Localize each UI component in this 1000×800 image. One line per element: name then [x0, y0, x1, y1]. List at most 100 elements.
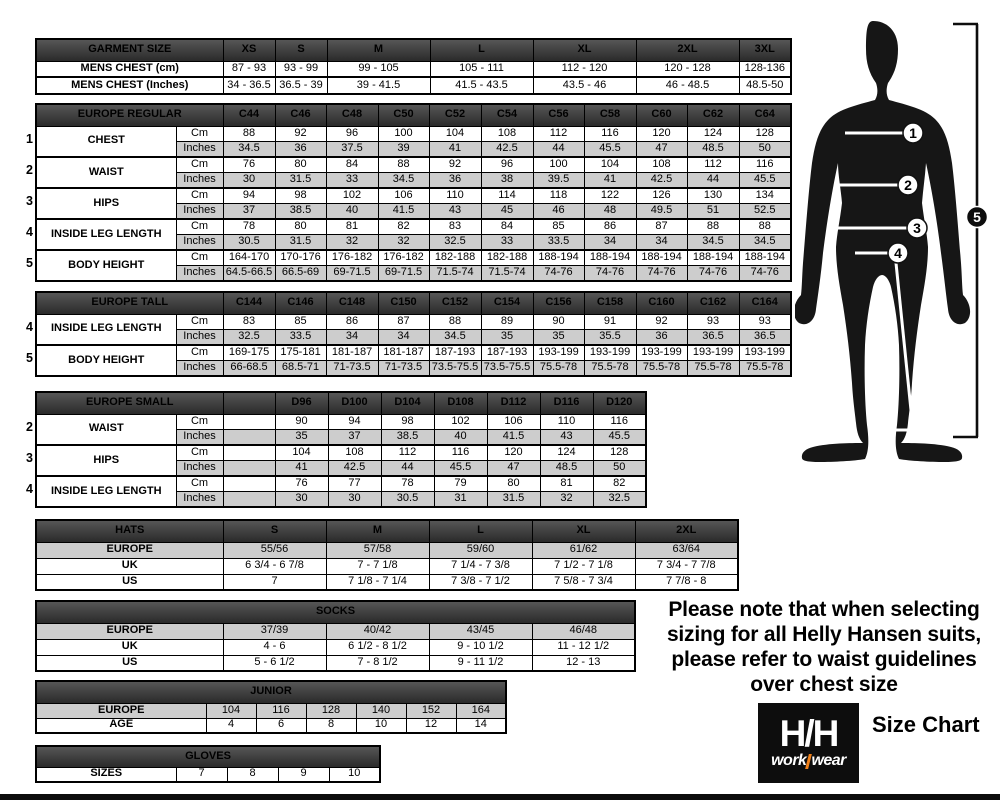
header-cell: 3XL [738, 38, 792, 62]
header-cell: D100 [327, 391, 382, 415]
row-number: 1 [26, 132, 33, 146]
header-cell: C158 [583, 291, 637, 315]
cell: 55/56 [222, 541, 327, 559]
cell: 79 [433, 475, 488, 492]
header-cell: D120 [592, 391, 647, 415]
cell [222, 460, 276, 477]
cell: 80 [486, 475, 541, 492]
measure-point-2: 2 [897, 174, 919, 196]
header-cell: EUROPE SMALL [35, 391, 224, 415]
header-cell: 2XL [634, 519, 739, 543]
header-cell: S [274, 38, 328, 62]
garment-size-table: GARMENT SIZE XS S M L XL 2XL 3XL MENS CHEST (cm)… [35, 38, 792, 95]
header-cell: HATS [35, 519, 224, 543]
row-number: 5 [26, 256, 33, 270]
cell: 134 [738, 187, 792, 204]
cell: 40 [433, 429, 488, 446]
cell: 90 [274, 413, 329, 430]
cell: 74-76 [635, 265, 688, 282]
cell: 182-188 [428, 249, 482, 266]
cell: 4 - 6 [222, 638, 327, 656]
header-cell: C152 [428, 291, 482, 315]
cell: 9 - 10 1/2 [428, 638, 533, 656]
cell: 93 [686, 313, 740, 330]
cell: 122 [583, 187, 637, 204]
cell: 105 - 111 [429, 60, 534, 78]
cell: 84 [480, 218, 534, 235]
cell: 77 [327, 475, 382, 492]
cell: 78 [380, 475, 435, 492]
europe-tall-table: EUROPE TALL C144 C146 C148 C150 C152 C154 C156 C… [26, 291, 793, 377]
cell: 35.5 [583, 329, 637, 346]
cell: 36 [635, 329, 688, 346]
cell: 38 [480, 172, 534, 189]
cell: 124 [686, 125, 740, 142]
cell: 32.5 [592, 491, 647, 508]
row-label: MENS CHEST (cm) [35, 60, 224, 78]
header-cell: C148 [325, 291, 379, 315]
cell: 88 [428, 313, 482, 330]
cell: 47 [635, 141, 688, 158]
row-label: SIZES [35, 766, 177, 783]
cell: 86 [325, 313, 379, 330]
measure-point-5: 5 [965, 205, 989, 229]
row-label: AGE [35, 717, 207, 734]
header-cell: C48 [325, 103, 379, 127]
row-label: BODY HEIGHT [35, 344, 177, 377]
cell: 104 [583, 156, 637, 173]
cell: 187-193 [480, 344, 534, 361]
cell: 85 [532, 218, 585, 235]
cell: 59/60 [428, 541, 533, 559]
hh-workwear-logo: H/H work wear [758, 703, 859, 783]
header-cell: EUROPE REGULAR [35, 103, 224, 127]
cell: 41.5 - 43.5 [429, 76, 534, 95]
cell: 31.5 [274, 234, 327, 251]
cell: 116 [255, 702, 307, 719]
cell: 74-76 [583, 265, 637, 282]
header-cell: XL [531, 519, 636, 543]
cell: Cm [175, 444, 224, 461]
cell: 128 [592, 444, 647, 461]
cell: 32.5 [428, 234, 482, 251]
cell: 88 [686, 218, 740, 235]
cell: 175-181 [274, 344, 327, 361]
cell: 188-194 [686, 249, 740, 266]
row-label: EUROPE [35, 622, 224, 640]
cell: 44 [532, 141, 585, 158]
cell: 30.5 [222, 234, 276, 251]
cell: 7 - 7 1/8 [325, 557, 430, 575]
bottom-edge-bar [0, 794, 1000, 800]
cell: 116 [583, 125, 637, 142]
header-cell: D104 [380, 391, 435, 415]
svg-text:5: 5 [973, 209, 981, 225]
row-label: UK [35, 557, 224, 575]
cell: 32.5 [222, 329, 276, 346]
cell: 112 [532, 125, 585, 142]
row-number: 4 [26, 482, 33, 496]
cell: 106 [377, 187, 430, 204]
cell: Inches [175, 234, 224, 251]
cell: 33.5 [274, 329, 327, 346]
cell: Cm [175, 475, 224, 492]
row-label: US [35, 573, 224, 591]
cell: 40/42 [325, 622, 430, 640]
cell: 81 [539, 475, 594, 492]
cell: 7 3/4 - 7 7/8 [634, 557, 739, 575]
cell: 108 [327, 444, 382, 461]
body-silhouette [795, 21, 970, 462]
cell: 35 [532, 329, 585, 346]
cell: 188-194 [583, 249, 637, 266]
cell: 188-194 [738, 249, 792, 266]
header-cell: M [326, 38, 431, 62]
cell: Inches [175, 141, 224, 158]
cell: 193-199 [635, 344, 688, 361]
cell: 37.5 [325, 141, 379, 158]
header-cell: 2XL [635, 38, 740, 62]
header-cell: D116 [539, 391, 594, 415]
cell: 30 [274, 491, 329, 508]
header-cell: C64 [738, 103, 792, 127]
cell: 104 [205, 702, 257, 719]
note-line: sizing for all Helly Hansen suits, [666, 623, 982, 646]
cell: Inches [175, 265, 224, 282]
